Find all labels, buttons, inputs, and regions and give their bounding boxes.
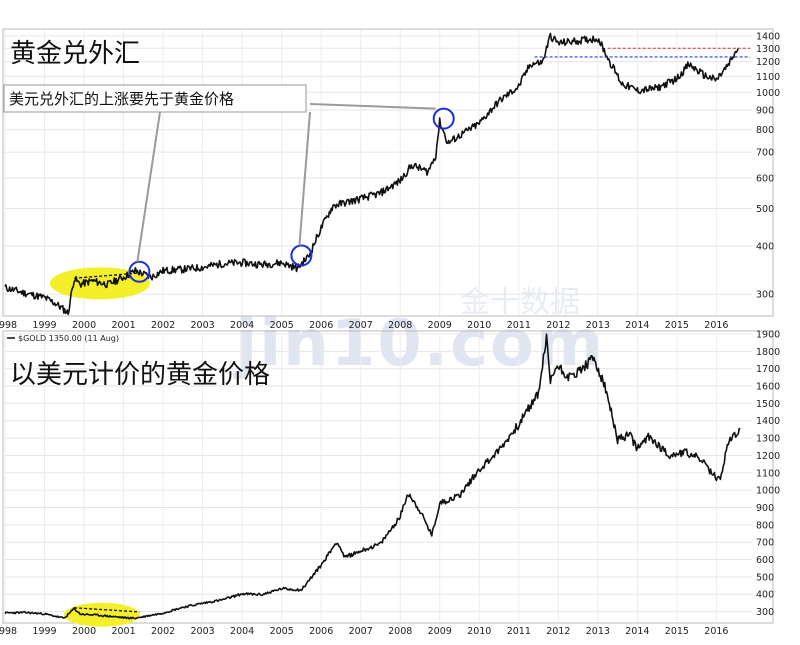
y-tick-label: 900 <box>756 105 774 116</box>
y-tick-label: 700 <box>756 538 774 549</box>
bottom-panel-title: 以美元计价的黄金价格 <box>10 360 270 390</box>
y-tick-label: 400 <box>756 590 774 601</box>
x-tick-label: 2014 <box>625 626 649 637</box>
bottom-x-ticks: 1998 1999 2000 2001 2002 2003 2004 2005 2006 2007… <box>0 626 728 637</box>
highlight-circle <box>432 107 455 130</box>
y-tick-label: 1300 <box>756 434 780 445</box>
x-tick-label: 2015 <box>665 320 689 331</box>
y-tick-label: 300 <box>756 607 774 618</box>
trend-dashed-line <box>74 272 138 279</box>
y-tick-label: 1300 <box>756 44 780 55</box>
bottom-y-ticks: 1900 1800 1700 1600 1500 1400 1300 1200 1100 1000… <box>756 330 780 619</box>
x-tick-label: 2001 <box>111 626 135 637</box>
x-tick-label: 2014 <box>625 320 649 331</box>
callout-pointers <box>136 103 436 262</box>
y-tick-label: 1000 <box>756 486 780 497</box>
y-tick-label: 800 <box>756 520 774 531</box>
x-tick-label: 2012 <box>546 320 570 331</box>
legend-label: $GOLD 1350.00 (11 Aug) <box>18 334 119 343</box>
x-tick-label: 2006 <box>309 320 333 331</box>
callout-pointer <box>309 103 436 110</box>
x-tick-label: 2003 <box>191 320 215 331</box>
bottom-gridlines <box>4 333 752 622</box>
x-tick-label: 2000 <box>72 626 96 637</box>
y-tick-label: 1600 <box>756 382 780 393</box>
x-tick-label: 2002 <box>151 320 175 331</box>
watermark-cn: 金十数据 <box>460 285 580 320</box>
y-tick-label: 1800 <box>756 347 780 358</box>
x-tick-label: 2007 <box>349 626 373 637</box>
y-tick-label: 300 <box>756 290 774 301</box>
x-tick-label: 2011 <box>507 320 531 331</box>
y-tick-label: 1400 <box>756 31 780 42</box>
y-tick-label: 1100 <box>756 468 780 479</box>
x-tick-label: 2011 <box>507 626 531 637</box>
x-tick-label: 1998 <box>0 320 17 331</box>
yellow-highlight <box>63 602 140 627</box>
y-tick-label: 1700 <box>756 364 780 375</box>
y-tick-label: 1100 <box>756 72 780 83</box>
x-tick-label: 2016 <box>704 626 728 637</box>
y-tick-label: 1400 <box>756 416 780 427</box>
y-tick-label: 600 <box>756 173 774 184</box>
y-tick-label: 1200 <box>756 451 780 462</box>
x-tick-label: 2008 <box>388 626 412 637</box>
callout-pointer <box>298 111 311 246</box>
gold-vs-fx-panel: 1400 1300 1200 1100 1000 900 800 700 600 500 400 30… <box>0 28 780 331</box>
x-tick-label: 2013 <box>586 320 610 331</box>
top-x-ticks: 1998 1999 2000 2001 2002 2003 2004 2005 2006 2007… <box>0 320 728 331</box>
y-tick-label: 500 <box>756 572 774 583</box>
y-tick-label: 400 <box>756 241 774 252</box>
callout-pointer <box>136 111 161 262</box>
bottom-marker-layer <box>74 607 140 613</box>
x-tick-label: 2001 <box>111 320 135 331</box>
x-tick-label: 2016 <box>704 320 728 331</box>
callout-box <box>3 84 307 113</box>
x-tick-label: 2000 <box>72 320 96 331</box>
y-tick-label: 700 <box>756 148 774 159</box>
bottom-annotation-layer <box>63 602 140 627</box>
x-tick-label: 2004 <box>230 320 254 331</box>
top-panel-title: 黄金兑外汇 <box>10 39 140 69</box>
highlight-circle <box>290 244 313 267</box>
trend-dashed-line <box>74 607 140 613</box>
gold-usd-panel: 1900 1800 1700 1600 1500 1400 1300 1200 1100 1000… <box>0 330 780 638</box>
x-tick-label: 2004 <box>230 626 254 637</box>
x-tick-label: 2009 <box>428 320 452 331</box>
y-tick-label: 1500 <box>756 399 780 410</box>
x-tick-label: 2013 <box>586 626 610 637</box>
x-tick-label: 2003 <box>191 626 215 637</box>
top-plot-frame <box>2 28 774 317</box>
x-tick-label: 1998 <box>0 626 17 637</box>
highlight-circle <box>128 260 151 283</box>
callout-text: 美元兑外汇的上涨要先于黄金价格 <box>9 90 234 108</box>
x-tick-label: 2010 <box>467 320 491 331</box>
x-tick-label: 1999 <box>32 626 56 637</box>
callout: 美元兑外汇的上涨要先于黄金价格 <box>3 84 436 262</box>
top-series-line <box>4 32 739 316</box>
x-tick-label: 2015 <box>665 626 689 637</box>
y-tick-label: 800 <box>756 125 774 136</box>
x-tick-label: 2005 <box>270 320 294 331</box>
y-tick-label: 1200 <box>756 57 780 68</box>
top-y-ticks: 1400 1300 1200 1100 1000 900 800 700 600 500 400 30… <box>756 31 780 300</box>
y-tick-label: 900 <box>756 503 774 514</box>
x-tick-label: 2002 <box>151 626 175 637</box>
x-tick-label: 2010 <box>467 626 491 637</box>
bottom-plot-frame <box>2 330 774 624</box>
x-tick-label: 1999 <box>32 320 56 331</box>
x-tick-label: 2009 <box>428 626 452 637</box>
y-tick-label: 500 <box>756 204 774 215</box>
x-tick-label: 2012 <box>546 626 570 637</box>
x-tick-label: 2005 <box>270 626 294 637</box>
top-marker-layer <box>74 47 750 283</box>
x-tick-label: 2008 <box>388 320 412 331</box>
y-tick-label: 1900 <box>756 330 780 341</box>
y-tick-label: 600 <box>756 555 774 566</box>
x-tick-label: 2007 <box>349 320 373 331</box>
x-tick-label: 2006 <box>309 626 333 637</box>
y-tick-label: 1000 <box>756 88 780 99</box>
bottom-series-line <box>4 333 741 620</box>
